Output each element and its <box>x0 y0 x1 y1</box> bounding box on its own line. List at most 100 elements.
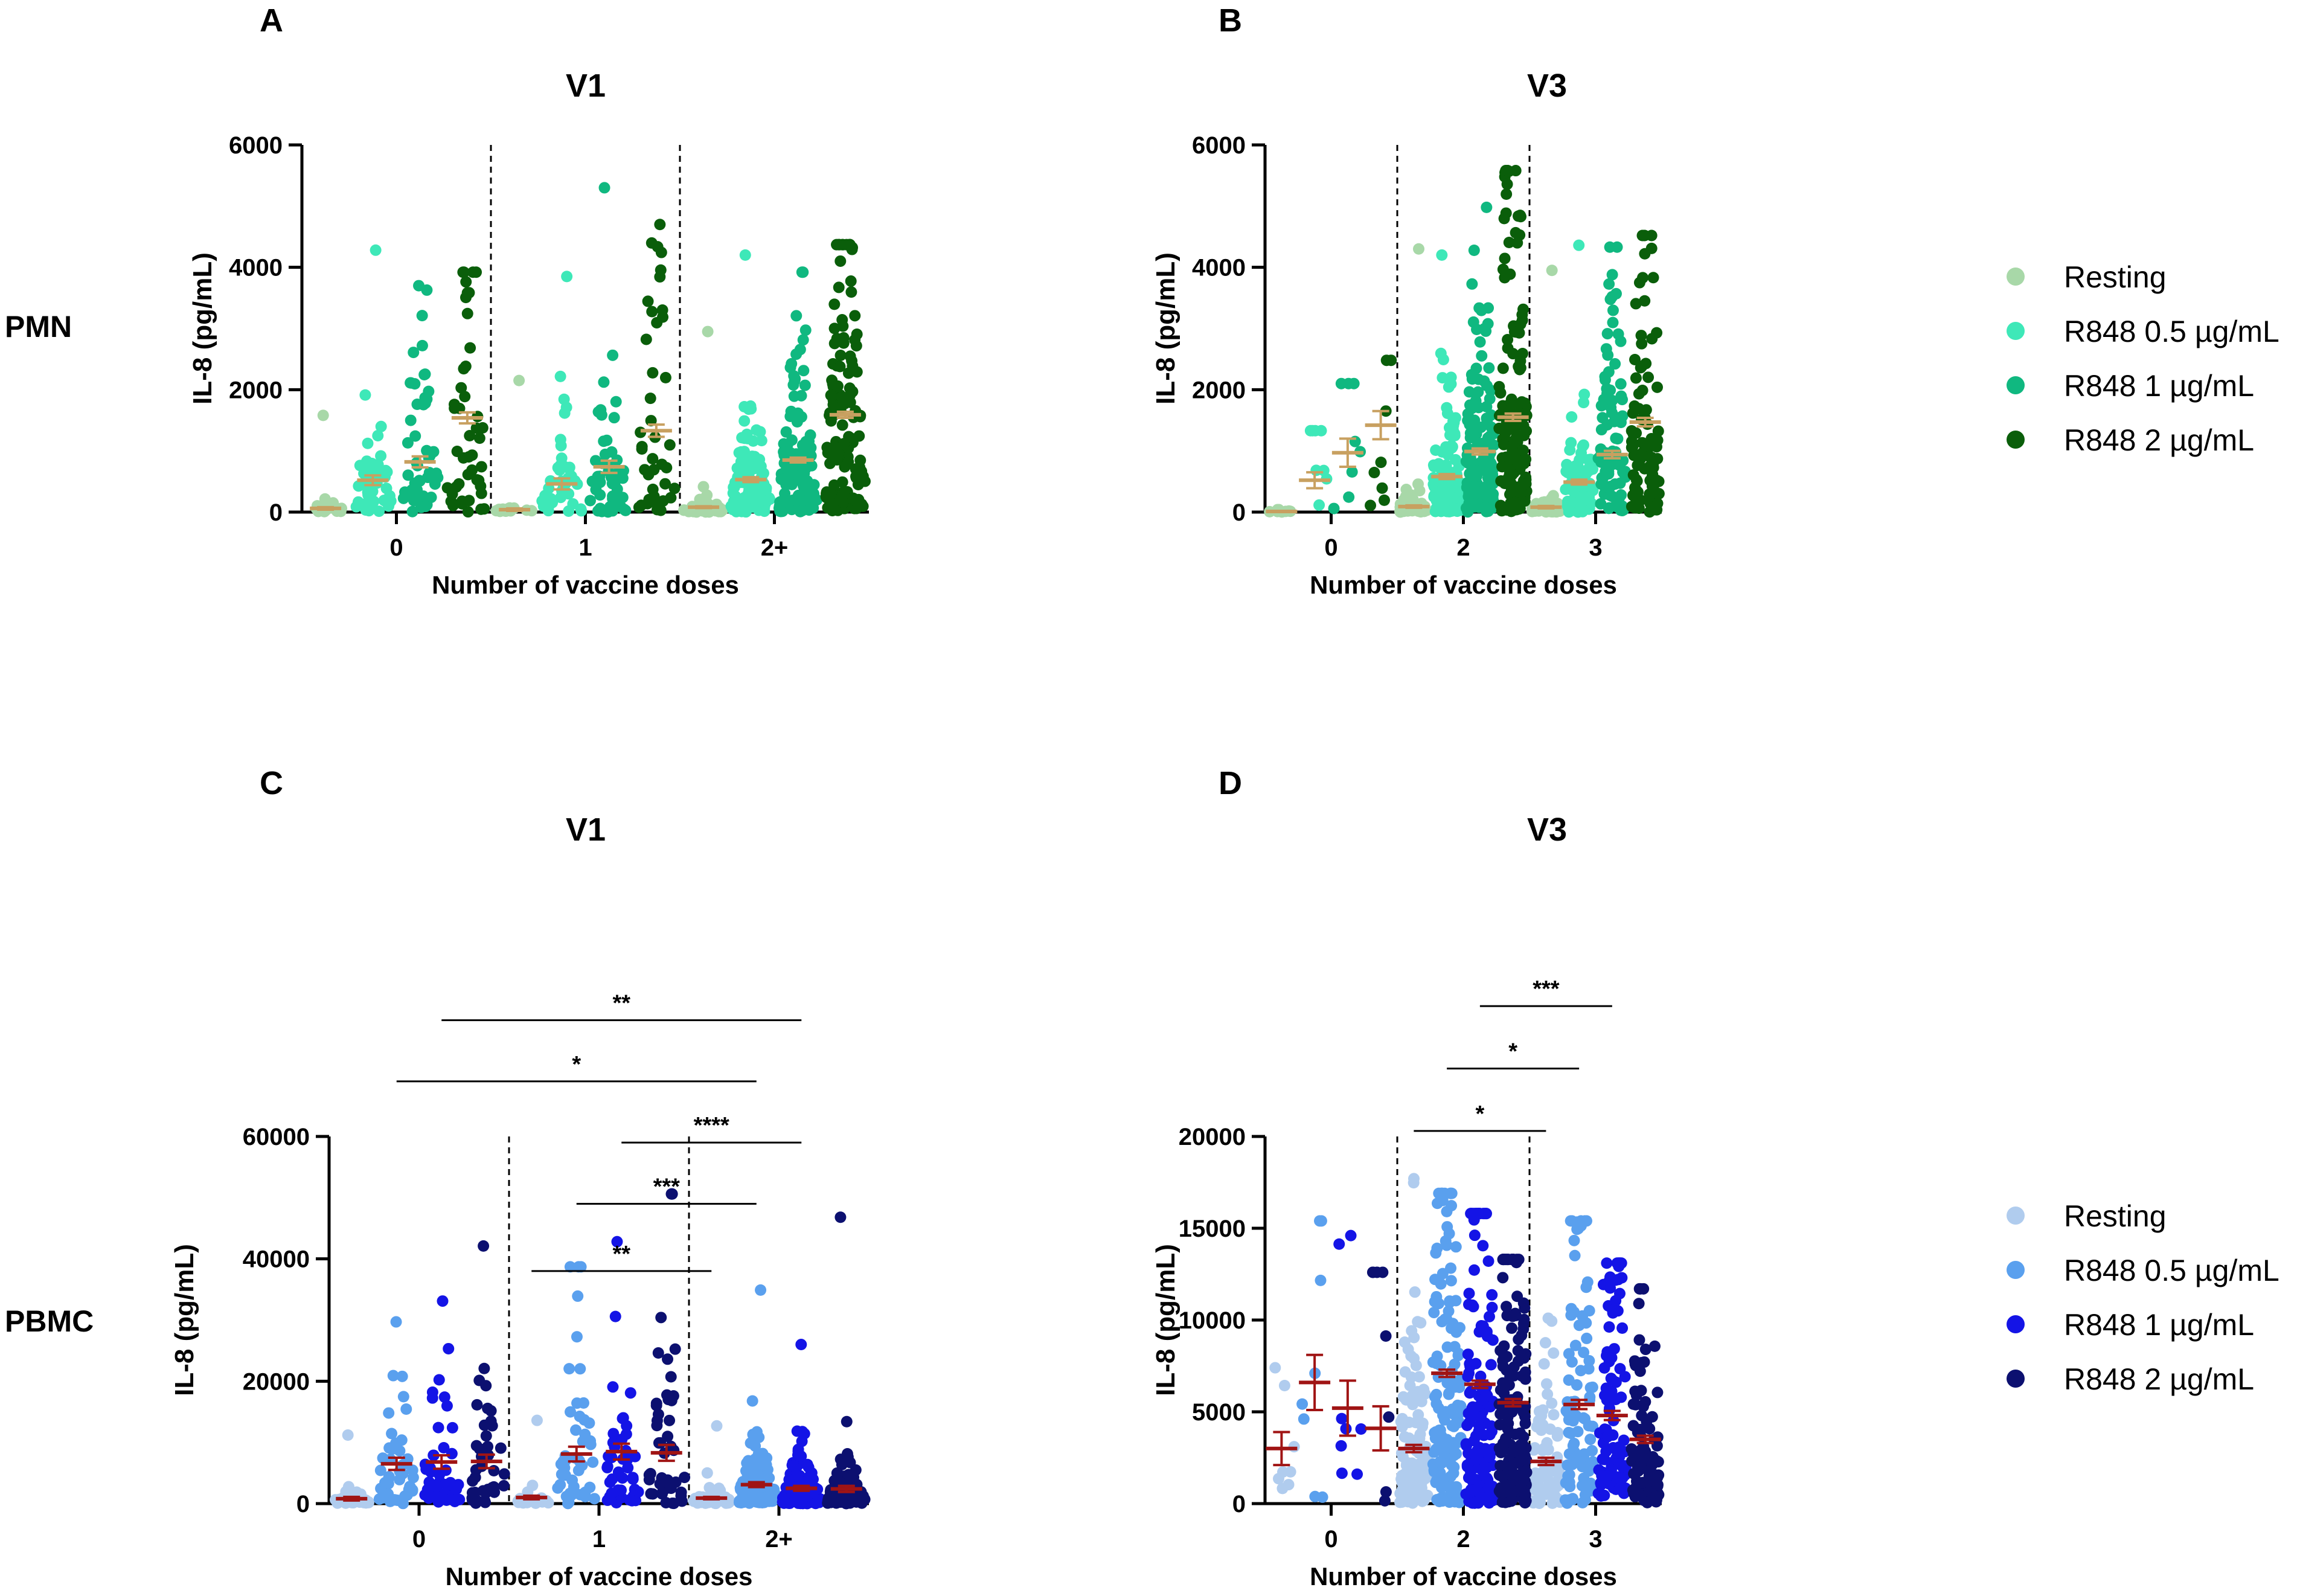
x-tick-label: 3 <box>1589 534 1602 561</box>
data-point <box>402 437 414 449</box>
data-point <box>346 1487 358 1499</box>
data-point <box>601 1460 613 1472</box>
data-point <box>1510 1310 1522 1322</box>
data-point <box>575 503 587 515</box>
data-point <box>750 495 762 507</box>
data-point <box>1548 1409 1560 1421</box>
data-point <box>828 451 840 463</box>
data-point <box>1452 1399 1464 1411</box>
data-point <box>1336 1412 1348 1425</box>
data-point <box>1514 211 1526 223</box>
data-point <box>1512 1345 1524 1357</box>
data-point <box>1355 1423 1367 1435</box>
data-point <box>1494 1460 1507 1472</box>
data-point <box>1481 201 1493 213</box>
data-point <box>438 1391 450 1403</box>
data-point <box>1506 1322 1518 1334</box>
data-point <box>464 342 476 354</box>
data-point <box>1566 411 1578 423</box>
data-point <box>1486 1301 1498 1313</box>
data-point <box>1651 327 1663 339</box>
data-point <box>1277 1482 1289 1495</box>
x-axis-label: Number of vaccine doses <box>446 1562 753 1591</box>
data-point <box>421 284 433 296</box>
data-point <box>455 382 467 394</box>
data-point <box>406 505 418 518</box>
data-point <box>1507 348 1519 360</box>
y-tick-label: 4000 <box>1192 255 1246 281</box>
data-point <box>784 362 796 374</box>
data-point <box>1607 316 1619 328</box>
data-point <box>1510 1257 1522 1269</box>
x-tick-label: 0 <box>412 1526 426 1553</box>
data-point <box>446 488 458 500</box>
data-point <box>1440 459 1452 471</box>
data-point <box>411 484 423 496</box>
data-point <box>1563 1426 1575 1438</box>
data-point <box>1468 1264 1480 1276</box>
legend-marker <box>2007 1370 2025 1388</box>
data-point <box>612 466 624 478</box>
data-point <box>1486 1289 1498 1301</box>
data-point <box>588 1493 600 1505</box>
data-point <box>780 426 792 438</box>
data-point <box>1637 1400 1649 1412</box>
data-point <box>785 405 797 417</box>
data-point <box>429 1491 441 1503</box>
data-point <box>448 399 460 411</box>
data-point <box>1606 269 1618 281</box>
data-point <box>429 478 441 490</box>
data-point <box>1651 381 1663 393</box>
data-point <box>606 1487 618 1499</box>
data-point <box>446 1421 458 1434</box>
data-point <box>1583 1354 1595 1367</box>
data-point <box>1411 1482 1423 1495</box>
data-point <box>646 306 658 318</box>
y-tick-label: 15000 <box>1179 1216 1246 1242</box>
data-point <box>1304 425 1316 437</box>
data-point <box>651 1420 663 1432</box>
legend-marker <box>2007 1315 2025 1333</box>
x-tick-label: 1 <box>578 534 592 561</box>
data-point <box>480 1380 492 1392</box>
data-point <box>471 474 483 486</box>
data-point <box>661 462 673 474</box>
data-point <box>1440 1437 1452 1449</box>
panel-letter: A <box>260 2 283 39</box>
data-point <box>1473 1326 1485 1338</box>
data-point <box>1453 1322 1466 1334</box>
data-point <box>763 1472 775 1484</box>
data-point <box>1539 1337 1551 1349</box>
data-point <box>570 1424 582 1436</box>
data-point <box>396 1434 408 1446</box>
data-point <box>1567 1440 1579 1452</box>
data-point <box>612 1466 624 1478</box>
y-axis-label: IL-8 (pg/mL) <box>188 252 217 405</box>
data-point <box>837 320 849 332</box>
data-point <box>1581 1332 1593 1344</box>
data-point <box>1485 1420 1498 1432</box>
panel-letter: D <box>1219 765 1242 801</box>
x-tick-label: 2+ <box>765 1526 793 1553</box>
data-point <box>443 1342 455 1354</box>
data-point <box>1494 499 1507 511</box>
data-point <box>795 1339 807 1351</box>
data-point <box>408 347 420 359</box>
data-point <box>473 432 485 444</box>
data-point <box>1482 432 1494 444</box>
data-point <box>498 1468 510 1480</box>
data-point <box>353 480 365 492</box>
data-point <box>559 1462 571 1474</box>
data-point <box>657 495 669 507</box>
data-point <box>1278 1379 1290 1391</box>
data-point <box>572 1290 584 1302</box>
data-point <box>1468 245 1480 257</box>
data-point <box>787 1460 799 1472</box>
data-point <box>1514 364 1526 376</box>
data-point <box>1475 1411 1487 1423</box>
data-point <box>574 1363 586 1375</box>
data-point <box>1497 1272 1509 1284</box>
x-tick-label: 3 <box>1589 1526 1602 1553</box>
data-point <box>1441 1205 1453 1217</box>
data-point <box>1476 1464 1488 1476</box>
